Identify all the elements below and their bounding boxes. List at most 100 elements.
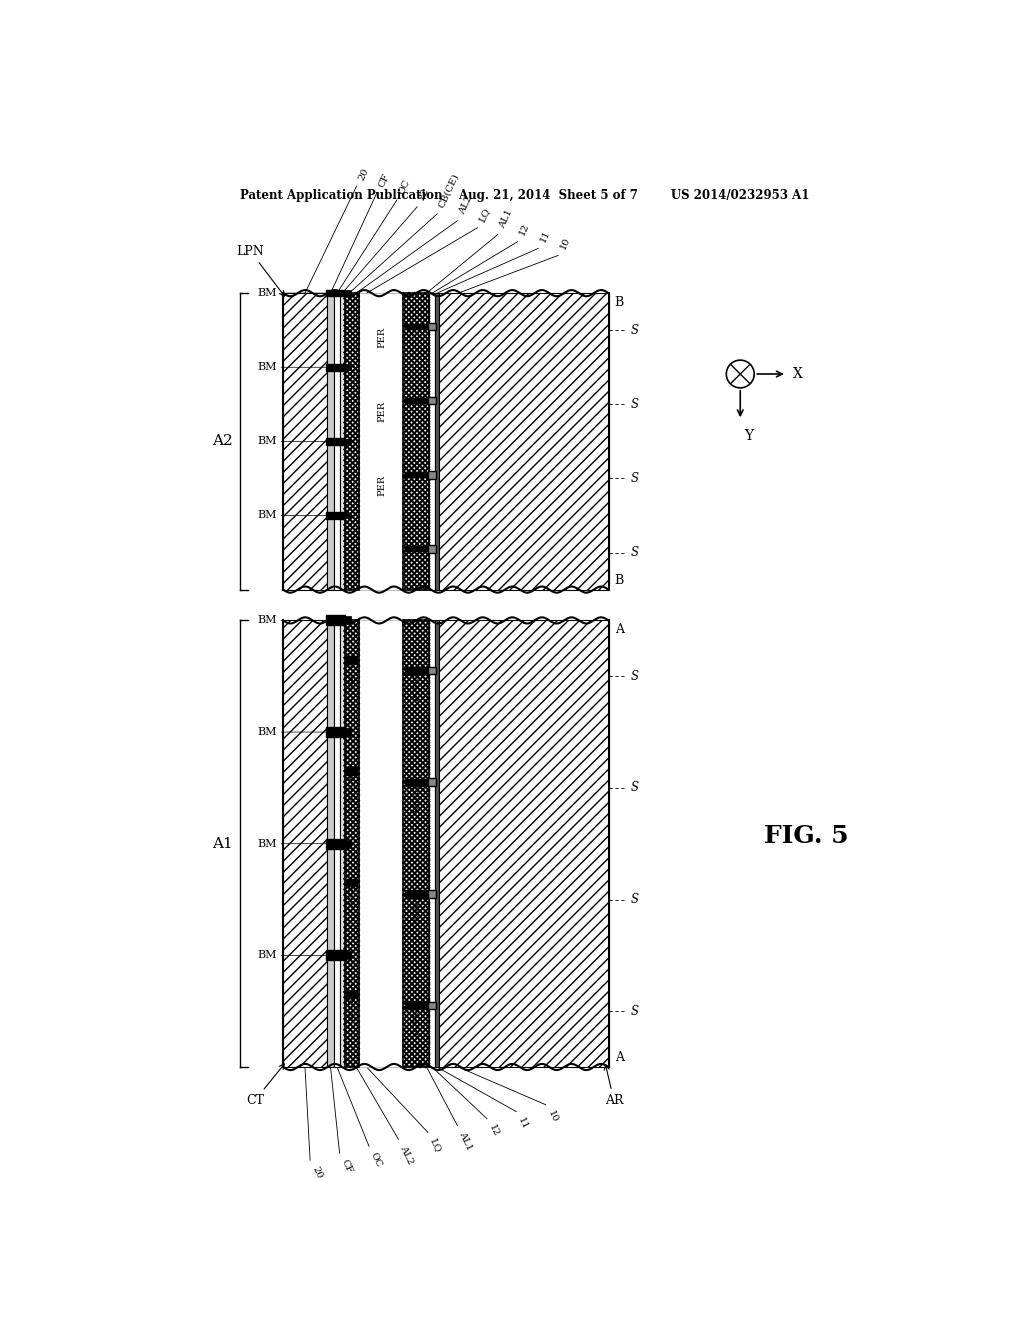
Bar <box>340 293 344 590</box>
Text: CA(CE): CA(CE) <box>348 657 355 688</box>
Bar <box>428 667 436 675</box>
Bar <box>327 293 334 590</box>
Bar <box>346 879 357 887</box>
Bar <box>344 620 358 1067</box>
Bar <box>429 293 435 590</box>
Text: AL2: AL2 <box>398 1144 415 1166</box>
Text: PER: PER <box>377 475 386 496</box>
Text: BM: BM <box>257 437 276 446</box>
Text: CA(CE): CA(CE) <box>348 993 355 1023</box>
Bar <box>428 779 436 787</box>
Bar <box>428 1002 436 1010</box>
Bar <box>344 290 350 296</box>
Bar <box>327 438 345 445</box>
Bar <box>435 293 439 590</box>
Text: BM: BM <box>257 511 276 520</box>
Bar <box>344 512 350 519</box>
Bar <box>428 890 436 898</box>
Bar <box>404 890 428 898</box>
Text: PA(PET): PA(PET) <box>413 891 420 924</box>
Bar <box>327 838 345 849</box>
Bar <box>334 293 340 590</box>
Bar <box>404 473 428 478</box>
Text: CF: CF <box>377 172 391 189</box>
Bar <box>429 620 435 1067</box>
Bar <box>428 545 436 553</box>
Bar <box>439 620 608 1067</box>
Text: 11: 11 <box>516 1117 529 1131</box>
Bar <box>283 620 327 1067</box>
Text: B: B <box>614 573 624 586</box>
Bar <box>344 616 350 624</box>
Bar <box>334 620 340 1067</box>
Text: CA(CE): CA(CE) <box>348 882 355 911</box>
Bar <box>344 438 350 444</box>
Bar <box>344 952 350 960</box>
Text: PA(PET): PA(PET) <box>413 779 420 812</box>
Text: LPN: LPN <box>237 244 285 296</box>
Text: S: S <box>630 894 638 906</box>
Bar <box>327 364 345 371</box>
Bar <box>344 364 350 370</box>
Text: S: S <box>630 473 638 484</box>
Text: PA(PET): PA(PET) <box>413 1002 420 1035</box>
Bar <box>428 322 436 330</box>
Text: S: S <box>630 397 638 411</box>
Text: BM: BM <box>257 950 276 961</box>
Text: PA(PET): PA(PET) <box>413 668 420 701</box>
Text: A: A <box>614 1051 624 1064</box>
Bar <box>358 293 424 590</box>
Text: BM: BM <box>257 727 276 737</box>
Bar <box>404 323 428 329</box>
Bar <box>428 471 436 479</box>
Text: OC: OC <box>369 1151 384 1168</box>
Text: X: X <box>793 367 803 381</box>
Bar <box>403 620 429 1067</box>
Bar <box>327 950 345 961</box>
Text: AL1: AL1 <box>498 209 514 230</box>
Text: 11: 11 <box>538 228 551 244</box>
Text: PER: PER <box>377 401 386 422</box>
Bar <box>346 656 357 663</box>
Text: 12: 12 <box>486 1123 501 1138</box>
Bar <box>344 729 350 737</box>
Bar <box>327 615 345 626</box>
Text: CF: CF <box>340 1158 353 1175</box>
Bar <box>344 840 350 847</box>
Bar <box>327 290 345 297</box>
Text: AL2: AL2 <box>458 194 474 216</box>
Text: CT: CT <box>246 1064 285 1107</box>
Bar <box>346 767 357 775</box>
Text: B: B <box>614 296 624 309</box>
Text: CA(CE): CA(CE) <box>348 770 355 800</box>
Text: BM: BM <box>257 362 276 372</box>
Text: 20: 20 <box>310 1164 324 1180</box>
Text: LQ: LQ <box>477 206 492 223</box>
Bar <box>344 293 358 590</box>
Text: BM: BM <box>257 615 276 626</box>
Bar <box>346 991 357 998</box>
Text: AR: AR <box>604 1065 624 1107</box>
Text: S: S <box>630 546 638 560</box>
Text: Y: Y <box>744 429 754 444</box>
Bar <box>283 293 327 590</box>
Text: PER: PER <box>377 327 386 348</box>
Text: S: S <box>630 323 638 337</box>
Bar <box>439 293 608 590</box>
Bar <box>404 779 428 785</box>
Text: Patent Application Publication    Aug. 21, 2014  Sheet 5 of 7        US 2014/023: Patent Application Publication Aug. 21, … <box>240 189 810 202</box>
Text: 10: 10 <box>546 1109 559 1125</box>
Text: S: S <box>630 669 638 682</box>
Bar <box>327 620 334 1067</box>
Text: OC: OC <box>397 178 412 195</box>
Text: AL1: AL1 <box>458 1130 474 1152</box>
Bar <box>340 620 344 1067</box>
Bar <box>404 667 428 675</box>
Text: S: S <box>630 781 638 795</box>
Text: BM: BM <box>257 838 276 849</box>
Text: CB(CE): CB(CE) <box>437 172 461 209</box>
Text: 20: 20 <box>356 166 370 181</box>
Bar <box>428 397 436 404</box>
Text: S: S <box>630 1005 638 1018</box>
Bar <box>358 620 424 1067</box>
